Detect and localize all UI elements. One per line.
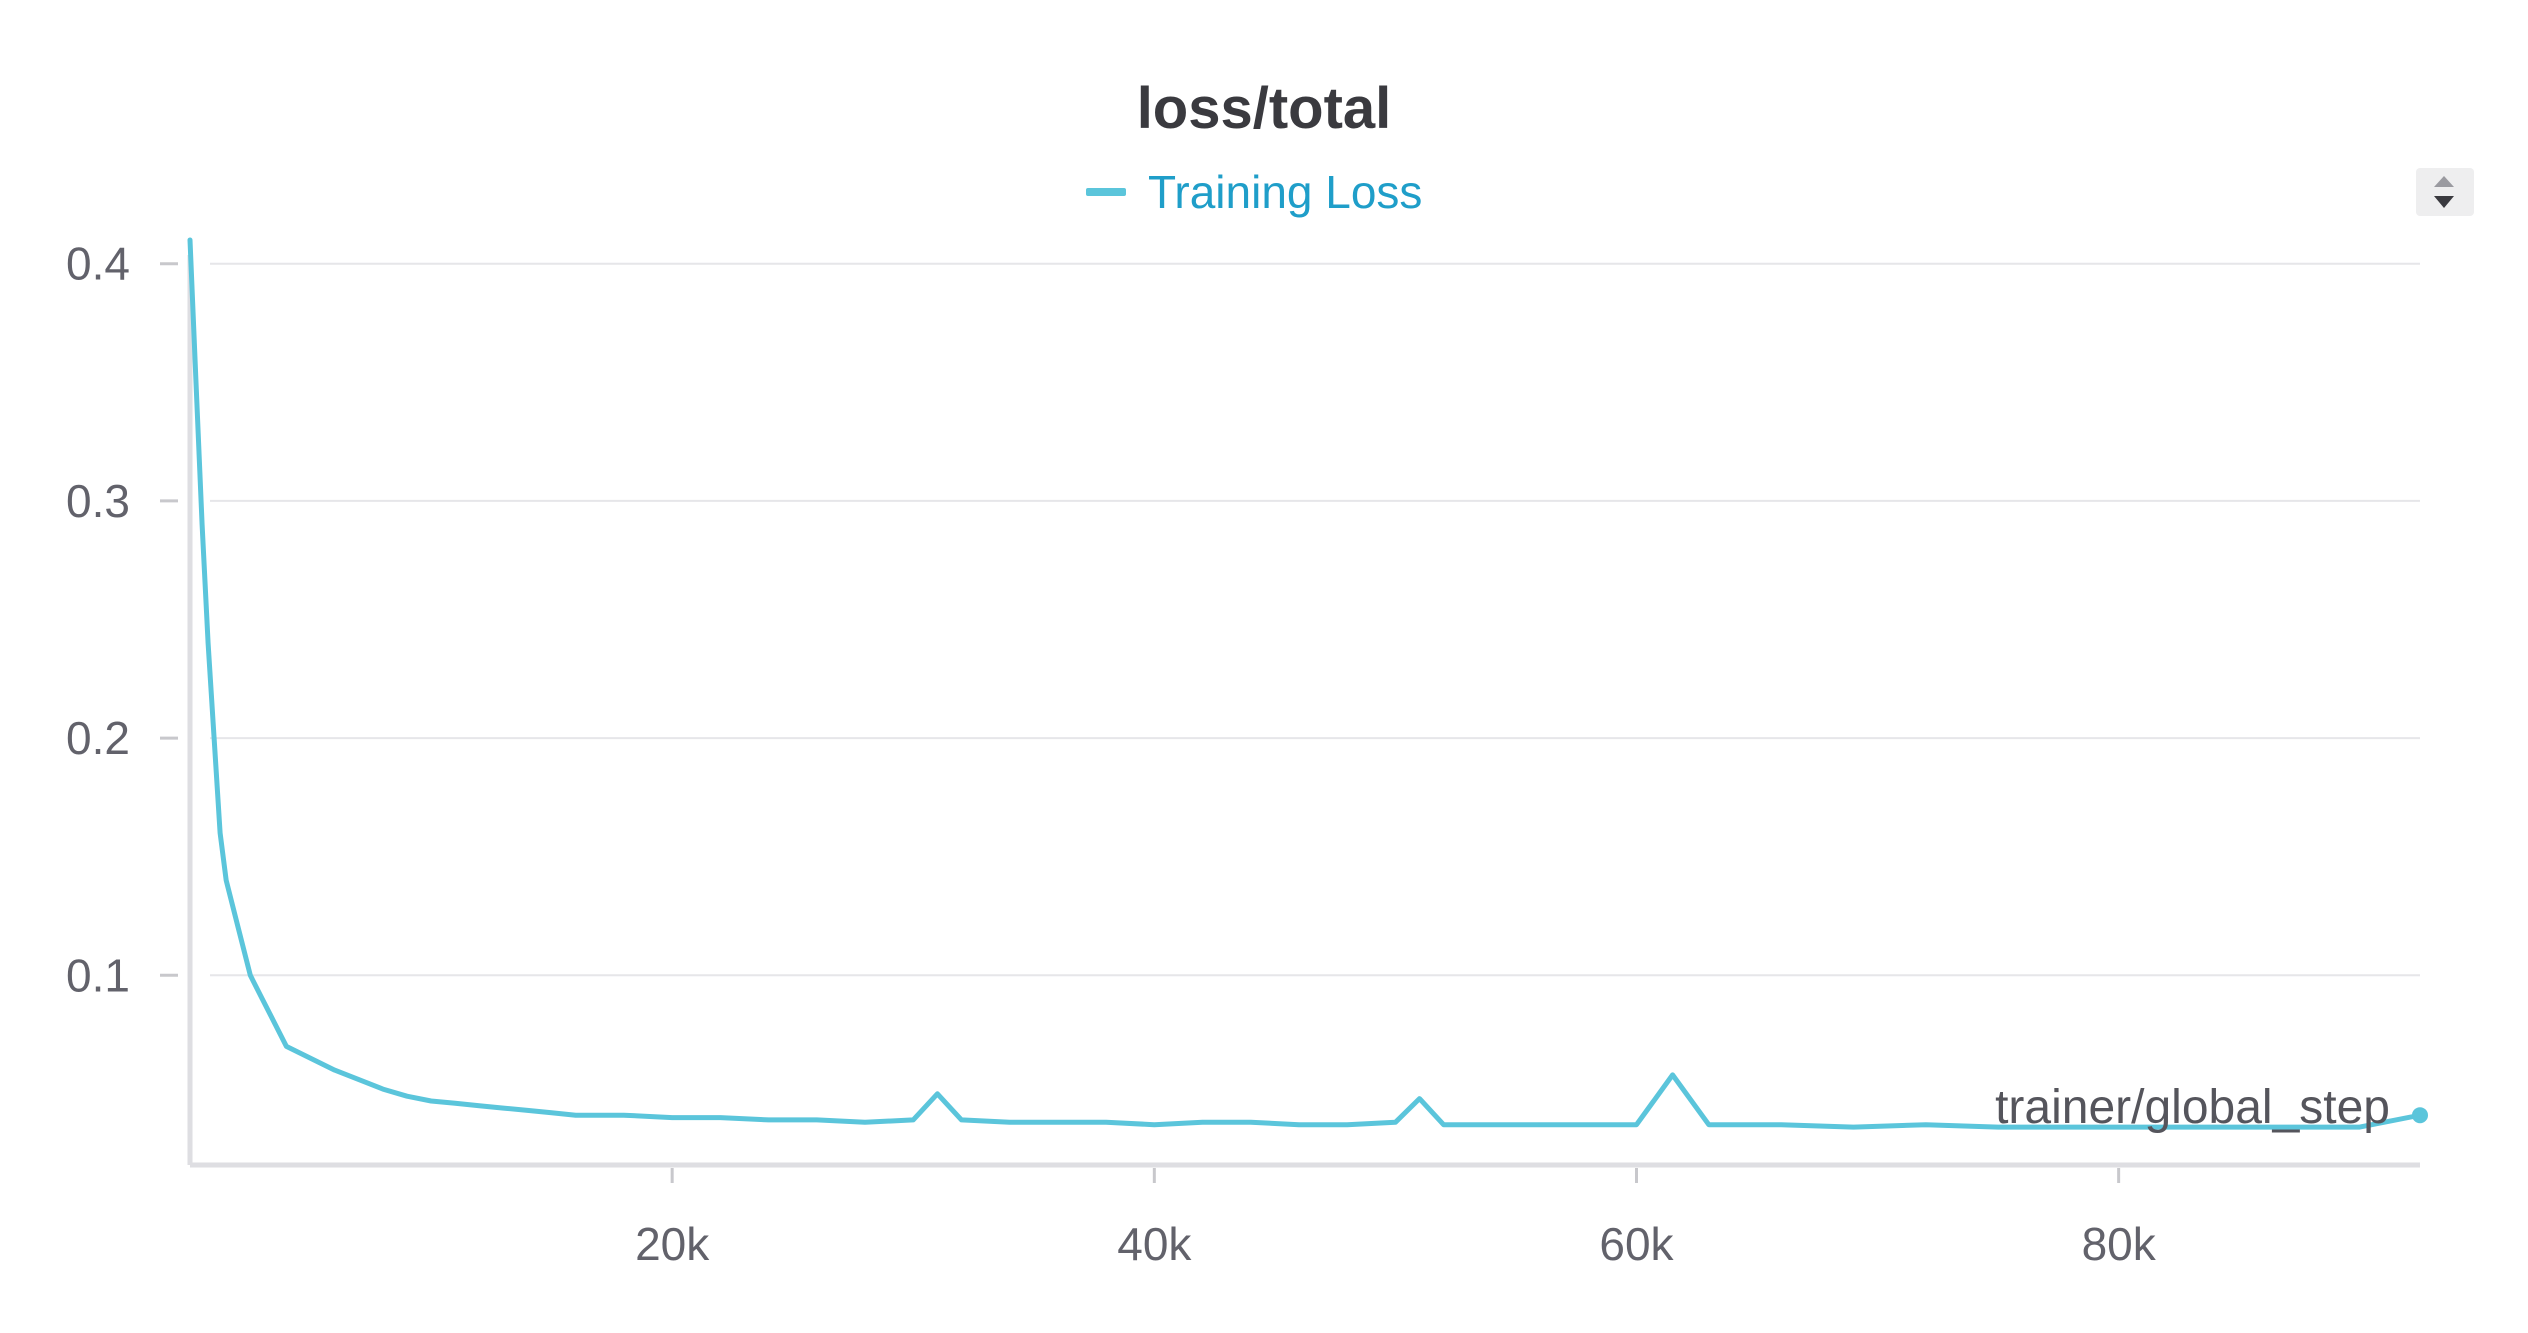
y-tick-label: 0.2: [66, 712, 130, 764]
series-point: [959, 1118, 964, 1122]
series-point: [550, 1111, 554, 1115]
series-point: [1200, 1120, 1205, 1124]
series-point: [248, 973, 252, 977]
series-point: [1924, 1123, 1928, 1127]
series-point: [1297, 1123, 1301, 1127]
series-point: [477, 1104, 481, 1108]
series-point: [815, 1118, 819, 1122]
series-point: [2213, 1125, 2217, 1129]
y-axis: 0.1 0.2 0.3 0.4: [66, 238, 178, 1001]
series-point: [429, 1099, 433, 1103]
x-tick-label: 80k: [2082, 1218, 2157, 1270]
series-point: [670, 1115, 674, 1120]
series-point: [206, 641, 210, 645]
x-tick-label: 20k: [635, 1218, 710, 1270]
series-point: [1393, 1120, 1398, 1124]
series-point: [333, 1068, 337, 1072]
series-point: [525, 1108, 530, 1113]
series-point: [574, 1113, 578, 1117]
series-point: [308, 1056, 313, 1060]
series-point: [453, 1101, 457, 1105]
plot-area: [187, 237, 2428, 1130]
series-point: [2358, 1125, 2362, 1129]
series-point: [212, 736, 216, 740]
series-point: [718, 1115, 722, 1120]
series-point: [766, 1118, 771, 1122]
series-point: [1345, 1123, 1349, 1127]
series-point: [911, 1118, 915, 1122]
series-point: [863, 1120, 867, 1124]
series-point: [1417, 1096, 1422, 1101]
series-point: [194, 380, 198, 384]
gridlines: [187, 255, 2420, 1168]
x-tick-label: 40k: [1117, 1218, 1192, 1270]
series-point: [1152, 1123, 1156, 1127]
series-point: [1538, 1123, 1542, 1127]
series-point: [1442, 1123, 1446, 1127]
series-point: [284, 1044, 289, 1049]
series-last-point: [2412, 1107, 2428, 1124]
y-tick-label: 0.3: [66, 475, 130, 527]
series-point: [1056, 1120, 1060, 1124]
series-point: [357, 1078, 361, 1082]
series-point: [200, 523, 204, 527]
series-point: [260, 997, 264, 1001]
legend[interactable]: Training Loss: [1086, 166, 1422, 218]
series-point: [501, 1106, 506, 1110]
series-point: [2068, 1125, 2073, 1129]
series-point: [405, 1094, 409, 1098]
series-point: [622, 1113, 626, 1117]
chart-title: loss/total: [1137, 76, 1392, 141]
series-point: [1707, 1123, 1711, 1127]
series-line-0: [187, 237, 2423, 1130]
series-point: [1671, 1073, 1675, 1077]
sort-arrows-icon[interactable]: [2416, 168, 2474, 216]
x-axis: 20k 40k 60k 80k: [635, 1168, 2157, 1270]
legend-swatch: [1086, 188, 1126, 196]
series-point: [1851, 1125, 1856, 1129]
series-point: [272, 1021, 276, 1025]
series-point: [2141, 1125, 2145, 1129]
y-tick-label: 0.1: [66, 949, 130, 1001]
series-point: [1104, 1120, 1108, 1124]
series-point: [1586, 1123, 1590, 1127]
series-point: [935, 1092, 939, 1096]
series-point: [236, 926, 240, 930]
legend-label-training-loss: Training Loss: [1148, 166, 1422, 218]
series-point: [1249, 1120, 1253, 1124]
series-point: [1634, 1123, 1639, 1127]
series-point: [1996, 1125, 2000, 1129]
x-tick-label: 60k: [1599, 1218, 1674, 1270]
series-point: [1779, 1123, 1783, 1127]
x-axis-title: trainer/global_step: [1995, 1081, 2390, 1134]
series-point: [1008, 1120, 1012, 1124]
y-tick-label: 0.4: [66, 238, 130, 290]
series-point: [381, 1087, 385, 1091]
series-point: [224, 878, 228, 882]
series-point: [2285, 1125, 2290, 1129]
series-point: [1490, 1123, 1494, 1127]
series-point: [188, 238, 192, 242]
series-point: [218, 831, 222, 835]
